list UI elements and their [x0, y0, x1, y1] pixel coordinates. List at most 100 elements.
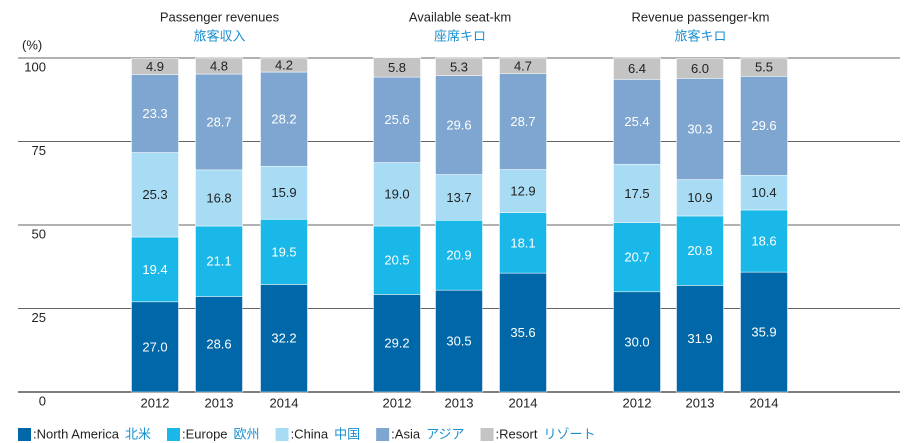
value-label: 13.7 [446, 190, 471, 205]
group-title: Revenue passenger-km [631, 9, 769, 24]
value-label: 29.6 [751, 118, 776, 133]
value-label: 28.7 [510, 114, 535, 129]
bar-segment [131, 58, 179, 75]
value-label: 5.8 [388, 60, 406, 75]
value-label: 20.9 [446, 248, 471, 263]
bar-segment [499, 57, 547, 74]
value-label: 20.7 [624, 250, 649, 265]
x-tick-label: 2014 [270, 395, 299, 410]
value-label: 5.5 [755, 60, 773, 75]
value-label: 16.8 [206, 190, 231, 205]
value-label: 25.6 [384, 112, 409, 127]
value-label: 27.0 [142, 339, 167, 354]
value-label: 4.2 [275, 57, 293, 72]
value-label: 4.9 [146, 59, 164, 74]
value-label: 25.3 [142, 187, 167, 202]
bar-segment [435, 289, 483, 393]
x-tick-label: 2014 [509, 395, 538, 410]
legend-label-ja: リゾート [543, 426, 595, 441]
value-label: 30.3 [687, 121, 712, 136]
legend-label-ja: 欧州 [234, 426, 260, 441]
bar-segment [740, 209, 788, 273]
value-label: 18.1 [510, 235, 535, 250]
bar-segment [613, 79, 661, 165]
y-tick-label: 100 [24, 59, 46, 74]
value-label: 28.2 [271, 112, 296, 127]
value-label: 15.9 [271, 185, 296, 200]
legend-swatch [275, 428, 289, 441]
x-tick-label: 2013 [445, 395, 474, 410]
value-label: 29.2 [384, 336, 409, 351]
value-label: 12.9 [510, 184, 535, 199]
bar-segment [435, 220, 483, 291]
bar-segment [740, 76, 788, 176]
bar-segment [613, 222, 661, 293]
value-label: 32.2 [271, 331, 296, 346]
bar-segment [260, 284, 308, 393]
bar-segment [373, 225, 421, 295]
bar-segment [740, 57, 788, 77]
value-label: 29.6 [446, 118, 471, 133]
bar-segment [131, 301, 179, 393]
value-label: 5.3 [450, 59, 468, 74]
group-subtitle: 座席キロ [434, 28, 486, 43]
legend-label-ja: アジア [426, 426, 464, 441]
legend-swatch [376, 428, 390, 441]
legend-swatch [167, 428, 180, 441]
bar-segment [195, 296, 243, 393]
value-label: 10.9 [687, 190, 712, 205]
bar-segment [373, 76, 421, 163]
bar-segment [676, 78, 724, 180]
y-tick-label: 50 [32, 226, 46, 241]
legend-label-ja: 中国 [334, 426, 360, 441]
x-tick-label: 2012 [141, 395, 170, 410]
y-tick-label: 25 [32, 310, 46, 325]
group-title: Available seat-km [409, 9, 511, 24]
bar-segment [435, 174, 483, 221]
value-label: 30.5 [446, 334, 471, 349]
bar-segment [260, 71, 308, 167]
value-label: 30.0 [624, 334, 649, 349]
bar-segment [373, 57, 421, 78]
value-label: 19.5 [271, 244, 296, 259]
value-label: 21.1 [206, 254, 231, 269]
bar-segment [676, 179, 724, 217]
value-label: 6.4 [628, 61, 646, 76]
legend-label: :Asia [391, 426, 421, 441]
value-label: 4.8 [210, 58, 228, 73]
value-label: 10.4 [751, 185, 776, 200]
group-subtitle: 旅客収入 [193, 28, 245, 43]
bar-segment [260, 165, 308, 220]
bar-segment [499, 272, 547, 393]
legend-label: :Europe [182, 426, 228, 441]
bar-segment [613, 291, 661, 393]
value-label: 4.7 [514, 58, 532, 73]
group-subtitle: 旅客キロ [674, 28, 726, 43]
unit-label: (%) [22, 37, 42, 52]
bar-segment [676, 285, 724, 393]
legend-label-ja: 北米 [125, 426, 151, 441]
y-tick-label: 0 [39, 393, 46, 408]
value-label: 18.6 [751, 233, 776, 248]
group-title: Passenger revenues [160, 9, 280, 24]
bar-segment [260, 57, 308, 73]
legend-label: :Resort [496, 426, 538, 441]
y-tick-label: 75 [32, 143, 46, 158]
bar-segment [195, 225, 243, 297]
value-label: 20.5 [384, 253, 409, 268]
bar-segment [195, 57, 243, 75]
bar-segment [499, 212, 547, 274]
bar-segment [373, 294, 421, 393]
bar-segment [613, 57, 661, 80]
x-tick-label: 2014 [750, 395, 779, 410]
legend-swatch [18, 428, 31, 441]
value-label: 17.5 [624, 186, 649, 201]
value-label: 20.8 [687, 243, 712, 258]
value-label: 31.9 [687, 331, 712, 346]
bar-segment [131, 236, 179, 303]
bar-segment [613, 163, 661, 223]
value-label: 23.3 [142, 106, 167, 121]
value-label: 28.6 [206, 337, 231, 352]
bar-segment [435, 57, 483, 76]
